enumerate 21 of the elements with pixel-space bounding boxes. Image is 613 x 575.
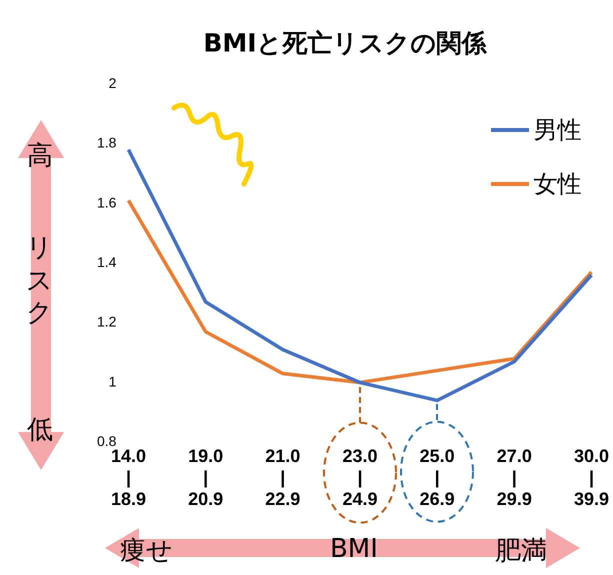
y-tick-label: 1.8: [96, 134, 117, 151]
x-tick-label: 27.0 | 29.9: [496, 446, 532, 510]
text: 痩せ: [120, 535, 173, 568]
x-tick-label: 30.0 | 39.9: [574, 446, 610, 510]
y-tick-label: 1.4: [96, 254, 117, 270]
text: 肥満: [495, 535, 547, 568]
x-tick-label: 25.0 | 26.9: [420, 446, 455, 510]
y-tick-label: 1.6: [96, 194, 117, 210]
y-tick-label: 2: [108, 74, 117, 91]
x-tick-label: 21.0 | 22.9: [265, 446, 300, 510]
y-tick-label: 1: [108, 373, 117, 390]
y-tick-label: 1.2: [96, 314, 117, 330]
legend-label: 女性: [533, 169, 582, 200]
chart-title: BMIと死亡リスクの関係: [203, 28, 488, 58]
text: 低: [27, 414, 53, 447]
x-tick-label: 19.0 | 20.9: [188, 446, 224, 510]
legend-label: 男性: [533, 115, 582, 146]
text: リスク: [26, 232, 53, 330]
text: 高: [27, 140, 53, 173]
x-tick-label: 23.0 | 24.9: [342, 446, 378, 510]
x-axis-title: BMI: [330, 534, 378, 564]
